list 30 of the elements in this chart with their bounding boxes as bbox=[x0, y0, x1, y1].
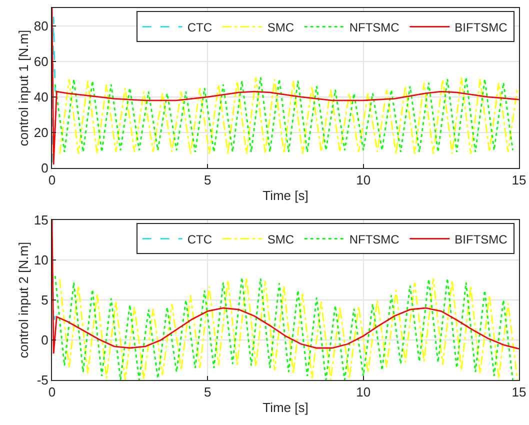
y-tick-label: 0 bbox=[41, 160, 48, 176]
legend-label: NFTSMC bbox=[349, 20, 400, 34]
x-tick-label: 5 bbox=[204, 384, 212, 400]
y-tick-label: 5 bbox=[41, 292, 48, 308]
y-tick-label: 15 bbox=[34, 212, 48, 228]
line-series bbox=[52, 8, 519, 166]
x-axis-title: Time [s] bbox=[262, 188, 308, 204]
y-tick-label: 80 bbox=[34, 18, 48, 34]
x-tick-label: 15 bbox=[512, 384, 526, 400]
x-tick-label: 10 bbox=[356, 384, 371, 400]
y-tick-label: 20 bbox=[34, 124, 48, 140]
legend-label: BIFTSMC bbox=[454, 232, 508, 246]
legend-label: SMC bbox=[267, 20, 294, 34]
y-tick-label: 0 bbox=[41, 332, 48, 348]
line-series bbox=[52, 220, 519, 354]
x-axis-title: Time [s] bbox=[262, 400, 308, 416]
legend-label: SMC bbox=[267, 232, 294, 246]
legend-label: NFTSMC bbox=[349, 232, 400, 246]
x-tick-label: 10 bbox=[356, 172, 371, 188]
legend-label: BIFTSMC bbox=[454, 20, 508, 34]
y-tick-label: 10 bbox=[34, 252, 48, 268]
legend-label: CTC bbox=[187, 20, 212, 34]
legend-label: CTC bbox=[187, 232, 212, 246]
x-tick-label: 15 bbox=[512, 172, 526, 188]
y-axis-title: control input 1 [N.m] bbox=[16, 30, 31, 146]
y-tick-label: -5 bbox=[36, 372, 48, 388]
y-axis-title: control input 2 [N.m] bbox=[16, 242, 31, 358]
y-tick-label: 60 bbox=[34, 54, 48, 69]
y-tick-label: 40 bbox=[34, 89, 48, 104]
x-tick-label: 5 bbox=[204, 172, 212, 188]
